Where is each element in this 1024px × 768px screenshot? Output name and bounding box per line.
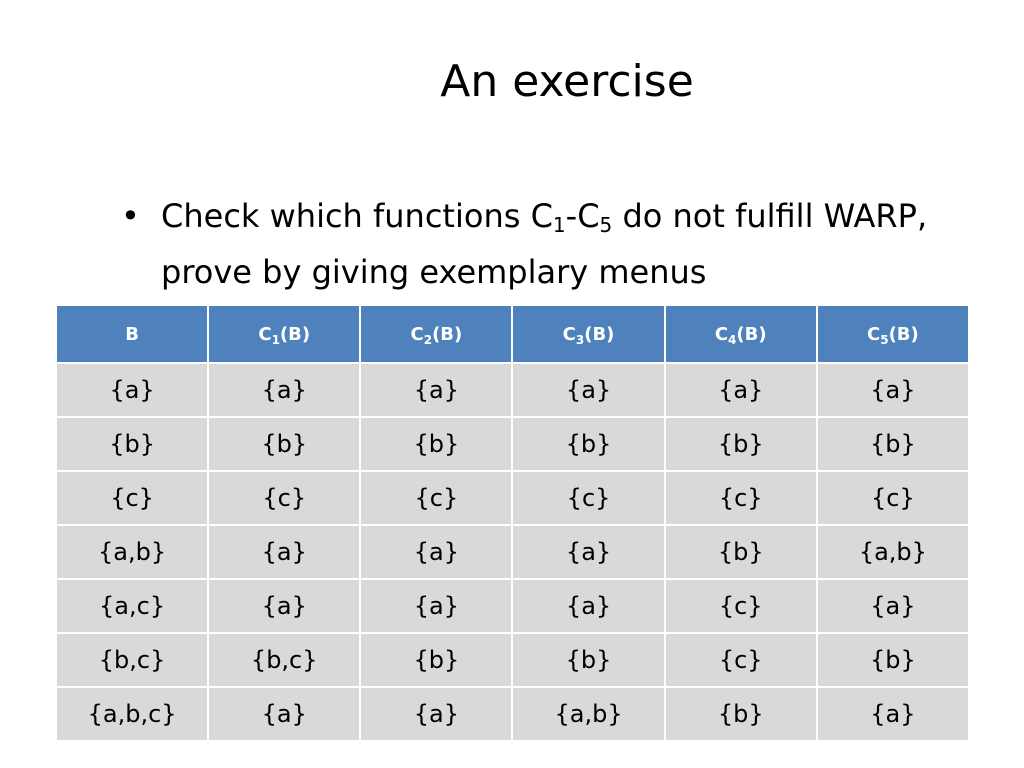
table-row: {a,b,c} {a} {a} {a,b} {b} {a} (57, 688, 968, 740)
table-cell: {a} (513, 526, 664, 578)
slide-title: An exercise (440, 56, 694, 107)
bullet-text-sub1: 1 (552, 213, 566, 237)
table-row: {a,b} {a} {a} {a} {b} {a,b} (57, 526, 968, 578)
table-row: {a} {a} {a} {a} {a} {a} (57, 364, 968, 416)
header-cell-c1: C1(B) (209, 306, 360, 362)
table-row: {a,c} {a} {a} {a} {c} {a} (57, 580, 968, 632)
table-cell: {a} (209, 364, 360, 416)
table-cell: {b} (817, 418, 968, 470)
bullet-text-part1: Check which functions C (161, 197, 553, 235)
bullet-text: Check which functions C1-C5 do not fulfi… (161, 188, 981, 300)
table-cell: {a} (361, 688, 512, 740)
table-cell: {a} (361, 580, 512, 632)
table-cell: {b} (665, 688, 816, 740)
bullet-marker: • (121, 197, 140, 235)
table-cell: {c} (209, 472, 360, 524)
table-cell: {a} (361, 364, 512, 416)
table-row: {b} {b} {b} {b} {b} {b} (57, 418, 968, 470)
table-cell: {a} (57, 364, 208, 416)
header-cell-c2: C2(B) (361, 306, 512, 362)
table-cell: {a} (513, 364, 664, 416)
table-row: {b,c} {b,c} {b} {b} {c} {b} (57, 634, 968, 686)
table-cell: {b} (665, 418, 816, 470)
table-cell: {a} (513, 580, 664, 632)
header-cell-c4: C4(B) (665, 306, 816, 362)
table-cell: {b} (361, 418, 512, 470)
table-row: {c} {c} {c} {c} {c} {c} (57, 472, 968, 524)
table-cell: {b} (513, 634, 664, 686)
table-cell: {a,b} (513, 688, 664, 740)
table-cell: {c} (513, 472, 664, 524)
table-header-row: B C1(B) C2(B) C3(B) C4(B) C5(B) (57, 306, 968, 362)
table-cell: {a} (209, 580, 360, 632)
table-cell: {b} (209, 418, 360, 470)
header-cell-c3: C3(B) (513, 306, 664, 362)
bullet-point: • Check which functions C1-C5 do not ful… (121, 188, 981, 300)
header-cell-b: B (57, 306, 208, 362)
table-cell: {b} (513, 418, 664, 470)
table-cell: {b,c} (57, 634, 208, 686)
table-cell: {c} (665, 472, 816, 524)
table-cell: {a} (665, 364, 816, 416)
bullet-text-part2: -C (565, 197, 600, 235)
table-cell: {a} (209, 688, 360, 740)
table-cell: {b,c} (209, 634, 360, 686)
table-cell: {c} (817, 472, 968, 524)
table-cell: {a} (209, 526, 360, 578)
table-cell: {a,c} (57, 580, 208, 632)
header-cell-c5: C5(B) (817, 306, 968, 362)
table-cell: {a} (817, 688, 968, 740)
table-cell: {c} (57, 472, 208, 524)
table-cell: {c} (665, 634, 816, 686)
table-cell: {c} (665, 580, 816, 632)
table-cell: {b} (817, 634, 968, 686)
bullet-text-part3: do not fulfill WARP, prove by giving exe… (161, 197, 928, 291)
table-cell: {b} (57, 418, 208, 470)
table-cell: {a,b} (817, 526, 968, 578)
table-cell: {c} (361, 472, 512, 524)
table-cell: {a} (817, 580, 968, 632)
table-cell: {a} (361, 526, 512, 578)
table-cell: {a} (817, 364, 968, 416)
choice-functions-table: B C1(B) C2(B) C3(B) C4(B) C5(B) {a} {a} … (55, 304, 970, 742)
table-cell: {a,b} (57, 526, 208, 578)
bullet-text-sub2: 5 (599, 213, 613, 237)
table-cell: {b} (665, 526, 816, 578)
table-cell: {a,b,c} (57, 688, 208, 740)
table-cell: {b} (361, 634, 512, 686)
